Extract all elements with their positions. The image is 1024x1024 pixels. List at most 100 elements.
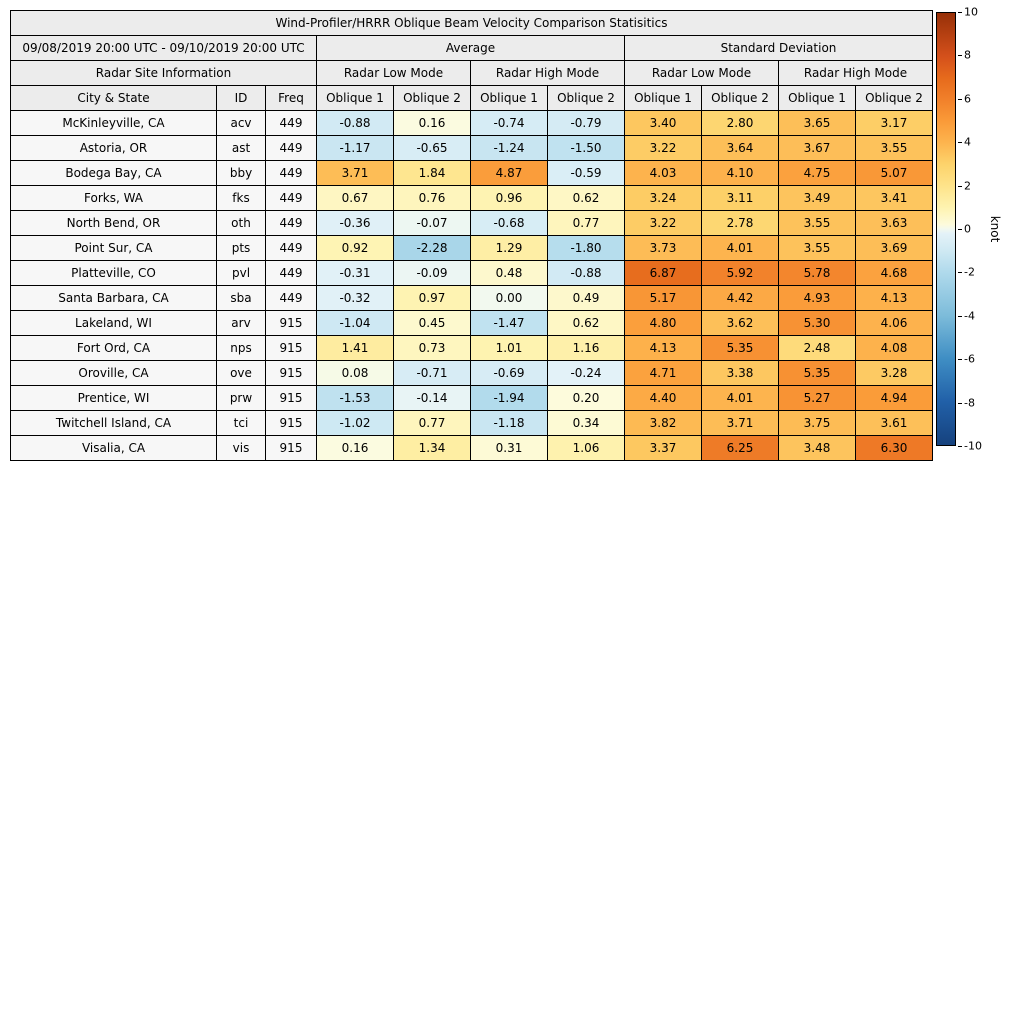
colorbar-tick-label: 2 — [964, 179, 971, 193]
colorbar-tick-label: 6 — [964, 92, 971, 106]
value-cell: 4.94 — [855, 385, 933, 411]
value-cell: 0.31 — [470, 435, 548, 461]
value-cell: -1.02 — [316, 410, 394, 436]
value-cell: 1.16 — [547, 335, 625, 361]
value-cell: 2.80 — [701, 110, 779, 136]
group-average-header: Average — [316, 35, 625, 61]
value-cell: 0.77 — [393, 410, 471, 436]
value-cell: 3.71 — [701, 410, 779, 436]
value-cell: -0.32 — [316, 285, 394, 311]
city-cell: McKinleyville, CA — [10, 110, 217, 136]
colorbar-tick-label: -8 — [964, 396, 975, 410]
value-cell: 0.97 — [393, 285, 471, 311]
value-cell: 3.11 — [701, 185, 779, 211]
value-cell: -0.14 — [393, 385, 471, 411]
city-cell: Astoria, OR — [10, 135, 217, 161]
value-cell: 1.34 — [393, 435, 471, 461]
value-cell: 6.30 — [855, 435, 933, 461]
city-cell: Forks, WA — [10, 185, 217, 211]
column-header-oblique: Oblique 2 — [547, 85, 625, 111]
value-cell: 0.73 — [393, 335, 471, 361]
group-standard-deviation-header: Standard Deviation — [624, 35, 933, 61]
value-cell: 3.82 — [624, 410, 702, 436]
value-cell: 0.16 — [393, 110, 471, 136]
value-cell: -1.53 — [316, 385, 394, 411]
value-cell: 4.80 — [624, 310, 702, 336]
value-cell: -0.79 — [547, 110, 625, 136]
table-row: McKinleyville, CA acv 449 -0.88 0.16 -0.74 -0.… — [10, 110, 933, 136]
value-cell: 3.67 — [778, 135, 856, 161]
city-cell: Platteville, CO — [10, 260, 217, 286]
value-cell: 0.48 — [470, 260, 548, 286]
table-row: Santa Barbara, CA sba 449 -0.32 0.97 0.00 0.49… — [10, 285, 933, 311]
table-row: Point Sur, CA pts 449 0.92 -2.28 1.29 -1.80 3.7… — [10, 235, 933, 261]
value-cell: 5.30 — [778, 310, 856, 336]
table-row: Astoria, OR ast 449 -1.17 -0.65 -1.24 -1.50 3.2… — [10, 135, 933, 161]
value-cell: -1.94 — [470, 385, 548, 411]
city-cell: Santa Barbara, CA — [10, 285, 217, 311]
value-cell: 4.10 — [701, 160, 779, 186]
value-cell: 3.48 — [778, 435, 856, 461]
value-cell: 3.64 — [701, 135, 779, 161]
value-cell: -1.17 — [316, 135, 394, 161]
value-cell: 0.45 — [393, 310, 471, 336]
value-cell: 2.78 — [701, 210, 779, 236]
colorbar-tick-mark — [958, 402, 962, 404]
column-header-city-state: City & State — [10, 85, 217, 111]
freq-cell: 915 — [265, 410, 317, 436]
value-cell: 3.28 — [855, 360, 933, 386]
table-row: Prentice, WI prw 915 -1.53 -0.14 -1.94 0.20 4.4… — [10, 385, 933, 411]
freq-cell: 915 — [265, 435, 317, 461]
value-cell: 3.22 — [624, 210, 702, 236]
colorbar-tick-mark — [958, 142, 962, 144]
value-cell: 3.61 — [855, 410, 933, 436]
value-cell: -0.88 — [316, 110, 394, 136]
table-row: Visalia, CA vis 915 0.16 1.34 0.31 1.06 3.37 6.2… — [10, 435, 933, 461]
freq-cell: 915 — [265, 335, 317, 361]
freq-cell: 449 — [265, 235, 317, 261]
value-cell: 1.01 — [470, 335, 548, 361]
value-cell: -2.28 — [393, 235, 471, 261]
value-cell: 0.67 — [316, 185, 394, 211]
value-cell: 0.16 — [316, 435, 394, 461]
column-header-oblique: Oblique 1 — [470, 85, 548, 111]
value-cell: -0.65 — [393, 135, 471, 161]
value-cell: 5.78 — [778, 260, 856, 286]
std-low-mode-header: Radar Low Mode — [624, 60, 779, 86]
value-cell: -0.24 — [547, 360, 625, 386]
value-cell: 3.37 — [624, 435, 702, 461]
value-cell: 3.75 — [778, 410, 856, 436]
value-cell: 0.62 — [547, 185, 625, 211]
table-row: North Bend, OR oth 449 -0.36 -0.07 -0.68 0.77 3… — [10, 210, 933, 236]
colorbar-tick-label: -2 — [964, 265, 975, 279]
column-header-id: ID — [216, 85, 266, 111]
city-cell: North Bend, OR — [10, 210, 217, 236]
column-header-oblique: Oblique 2 — [393, 85, 471, 111]
freq-cell: 449 — [265, 260, 317, 286]
value-cell: 3.65 — [778, 110, 856, 136]
freq-cell: 449 — [265, 210, 317, 236]
value-cell: 3.22 — [624, 135, 702, 161]
city-cell: Point Sur, CA — [10, 235, 217, 261]
value-cell: -0.09 — [393, 260, 471, 286]
id-cell: ast — [216, 135, 266, 161]
table-row: Bodega Bay, CA bby 449 3.71 1.84 4.87 -0.59 4.0… — [10, 160, 933, 186]
column-header-oblique: Oblique 2 — [701, 85, 779, 111]
value-cell: -1.50 — [547, 135, 625, 161]
value-cell: 4.68 — [855, 260, 933, 286]
id-cell: pts — [216, 235, 266, 261]
value-cell: 5.35 — [778, 360, 856, 386]
value-cell: 1.84 — [393, 160, 471, 186]
colorbar-tick-label: 4 — [964, 135, 971, 149]
value-cell: 6.87 — [624, 260, 702, 286]
table-row: Twitchell Island, CA tci 915 -1.02 0.77 -1.18… — [10, 410, 933, 436]
colorbar-tick-mark — [958, 98, 962, 100]
group-header-row: 09/08/2019 20:00 UTC - 09/10/2019 20:00 … — [10, 35, 933, 61]
value-cell: 1.06 — [547, 435, 625, 461]
value-cell: 0.49 — [547, 285, 625, 311]
value-cell: -1.04 — [316, 310, 394, 336]
figure-title: Wind-Profiler/HRRR Oblique Beam Velocity… — [10, 10, 933, 36]
city-cell: Visalia, CA — [10, 435, 217, 461]
colorbar-tick-mark — [958, 272, 962, 274]
value-cell: 3.62 — [701, 310, 779, 336]
